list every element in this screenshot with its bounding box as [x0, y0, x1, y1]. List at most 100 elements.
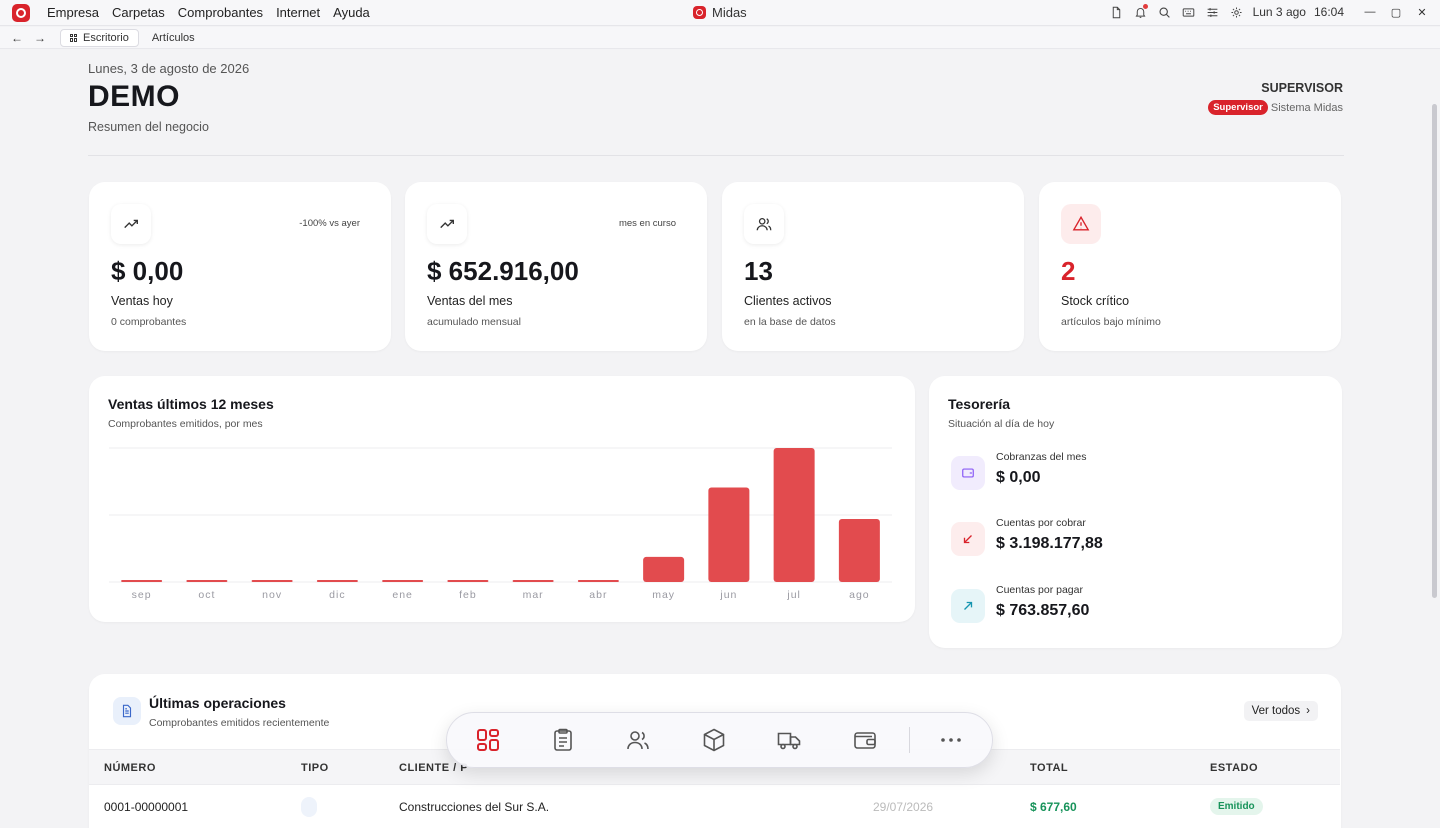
- chart-bar-may[interactable]: [643, 556, 685, 582]
- window-title-text: Midas: [712, 5, 747, 20]
- system-name: Sistema Midas: [1270, 101, 1343, 114]
- tab-articulos[interactable]: Artículos: [143, 29, 204, 47]
- cell-numero[interactable]: 0001-00000001: [104, 800, 189, 814]
- treasury-label: Cuentas por pagar: [996, 584, 1083, 596]
- back-arrow-icon[interactable]: ←: [11, 30, 23, 45]
- company-title: DEMO: [88, 80, 180, 113]
- sales-bar-chart: sep oct nov dic ene feb mar abr may jun jul ago: [109, 447, 892, 601]
- users-icon[interactable]: [624, 726, 652, 754]
- warning-icon: [1061, 204, 1101, 244]
- search-icon[interactable]: [1157, 4, 1173, 20]
- menu-carpetas[interactable]: Carpetas: [112, 5, 165, 20]
- main-content: Lunes, 3 de agosto de 2026 DEMO Resumen …: [0, 50, 1440, 828]
- menu-ayuda[interactable]: Ayuda: [333, 5, 370, 20]
- chart-bar-sep[interactable]: [121, 580, 163, 582]
- col-estado[interactable]: ESTADO: [1210, 762, 1259, 774]
- col-total[interactable]: TOTAL: [1030, 762, 1069, 774]
- x-tick-label: may: [652, 589, 675, 601]
- kpi-ventas-mes[interactable]: mes en curso $ 652.916,00 Ventas del mes…: [405, 182, 707, 351]
- treasury-cobranzas[interactable]: Cobranzas del mes $ 0,00: [951, 451, 1087, 490]
- scrollbar[interactable]: [1432, 104, 1437, 598]
- title-bar: Empresa Carpetas Comprobantes Internet A…: [0, 0, 1440, 26]
- header-date: Lunes, 3 de agosto de 2026: [88, 61, 250, 76]
- cell-total: $ 677,60: [1030, 800, 1077, 814]
- x-tick-label: sep: [132, 589, 152, 601]
- clock-time: 16:04: [1313, 5, 1344, 19]
- x-tick-label: jul: [786, 589, 801, 601]
- treasury-por-pagar[interactable]: Cuentas por pagar $ 763.857,60: [951, 584, 1089, 623]
- x-tick-label: jun: [719, 589, 737, 601]
- bell-icon[interactable]: [1133, 4, 1149, 20]
- treasury-label: Cobranzas del mes: [996, 451, 1087, 463]
- document-icon[interactable]: [1109, 4, 1125, 20]
- more-icon[interactable]: [937, 726, 965, 754]
- clipboard-list-icon[interactable]: [549, 726, 577, 754]
- sliders-icon[interactable]: [1205, 4, 1221, 20]
- tab-escritorio[interactable]: Escritorio: [60, 28, 139, 47]
- kpi-stock-critico[interactable]: 2 Stock crítico artículos bajo mínimo: [1039, 182, 1341, 351]
- maximize-icon[interactable]: ▢: [1390, 6, 1402, 19]
- trend-up-icon: [111, 204, 151, 244]
- chart-bar-jun[interactable]: [708, 487, 750, 582]
- x-tick-label: ene: [392, 589, 413, 601]
- kpi-caption: artículos bajo mínimo: [1061, 316, 1161, 328]
- cell-cliente[interactable]: Construcciones del Sur S.A.: [399, 800, 550, 814]
- chart-bar-oct[interactable]: [186, 580, 228, 582]
- kpi-value: 13: [744, 256, 773, 286]
- wallet-icon[interactable]: [851, 726, 879, 754]
- kpi-label: Ventas del mes: [427, 294, 513, 308]
- x-tick-label: feb: [459, 589, 477, 601]
- forward-arrow-icon[interactable]: →: [34, 30, 46, 45]
- chart-title: Ventas últimos 12 meses: [108, 396, 274, 412]
- tab-bar: ← → Escritorio Artículos: [0, 27, 1440, 49]
- col-numero[interactable]: NÚMERO: [104, 762, 156, 774]
- kpi-label: Stock crítico: [1061, 294, 1130, 308]
- dock-separator: [909, 727, 910, 753]
- chart-bar-mar[interactable]: [512, 580, 554, 582]
- app-logo-icon: [12, 3, 30, 22]
- kpi-label: Ventas hoy: [111, 294, 173, 308]
- close-icon[interactable]: ✕: [1417, 6, 1427, 19]
- sales-chart-card: Ventas últimos 12 meses Comprobantes emi…: [89, 376, 915, 622]
- menu-internet[interactable]: Internet: [276, 5, 321, 20]
- chart-bar-dic[interactable]: [316, 580, 358, 582]
- view-all-button[interactable]: Ver todos ›: [1243, 701, 1318, 721]
- menu-comprobantes[interactable]: Comprobantes: [177, 5, 264, 20]
- treasury-value: $ 3.198.177,88: [996, 535, 1103, 552]
- col-tipo[interactable]: TIPO: [301, 762, 329, 774]
- x-tick-label: nov: [262, 589, 282, 601]
- kpi-ventas-hoy[interactable]: -100% vs ayer $ 0,00 Ventas hoy 0 compro…: [89, 182, 391, 351]
- kpi-clientes-activos[interactable]: 13 Clientes activos en la base de datos: [722, 182, 1024, 351]
- chart-bar-feb[interactable]: [447, 580, 489, 582]
- arrow-up-right-icon: [951, 589, 985, 623]
- arrow-down-left-icon: [951, 522, 985, 556]
- tab-articulos-label: Artículos: [151, 31, 195, 44]
- treasury-por-cobrar[interactable]: Cuentas por cobrar $ 3.198.177,88: [951, 517, 1103, 556]
- chart-bar-jul[interactable]: [773, 448, 815, 582]
- keyboard-icon[interactable]: [1181, 4, 1197, 20]
- trend-up-icon: [427, 204, 467, 244]
- kpi-value: $ 652.916,00: [427, 256, 579, 286]
- kpi-tag: mes en curso: [618, 218, 676, 229]
- package-icon[interactable]: [700, 726, 728, 754]
- user-role: SUPERVISOR: [1261, 81, 1343, 95]
- chart-subtitle: Comprobantes emitidos, por mes: [108, 418, 263, 430]
- title-logo-icon: [693, 6, 706, 19]
- chart-bar-abr[interactable]: [577, 580, 619, 582]
- menu-empresa[interactable]: Empresa: [47, 5, 100, 20]
- x-tick-label: dic: [329, 589, 345, 601]
- truck-icon[interactable]: [775, 726, 803, 754]
- chart-bar-ago[interactable]: [838, 519, 880, 582]
- chart-bar-ene[interactable]: [382, 580, 424, 582]
- chevron-right-icon: ›: [1306, 705, 1310, 717]
- gear-icon[interactable]: [1229, 4, 1245, 20]
- kpi-label: Clientes activos: [744, 294, 832, 308]
- cell-fecha: 29/07/2026: [873, 800, 934, 814]
- notification-dot: [1142, 4, 1148, 9]
- dashboard-icon[interactable]: [474, 726, 502, 754]
- col-cliente[interactable]: CLIENTE / P: [399, 762, 469, 774]
- treasury-title: Tesorería: [948, 396, 1010, 412]
- minimize-icon[interactable]: —: [1364, 6, 1376, 18]
- tipo-pill: [301, 797, 317, 817]
- chart-bar-nov[interactable]: [251, 580, 293, 582]
